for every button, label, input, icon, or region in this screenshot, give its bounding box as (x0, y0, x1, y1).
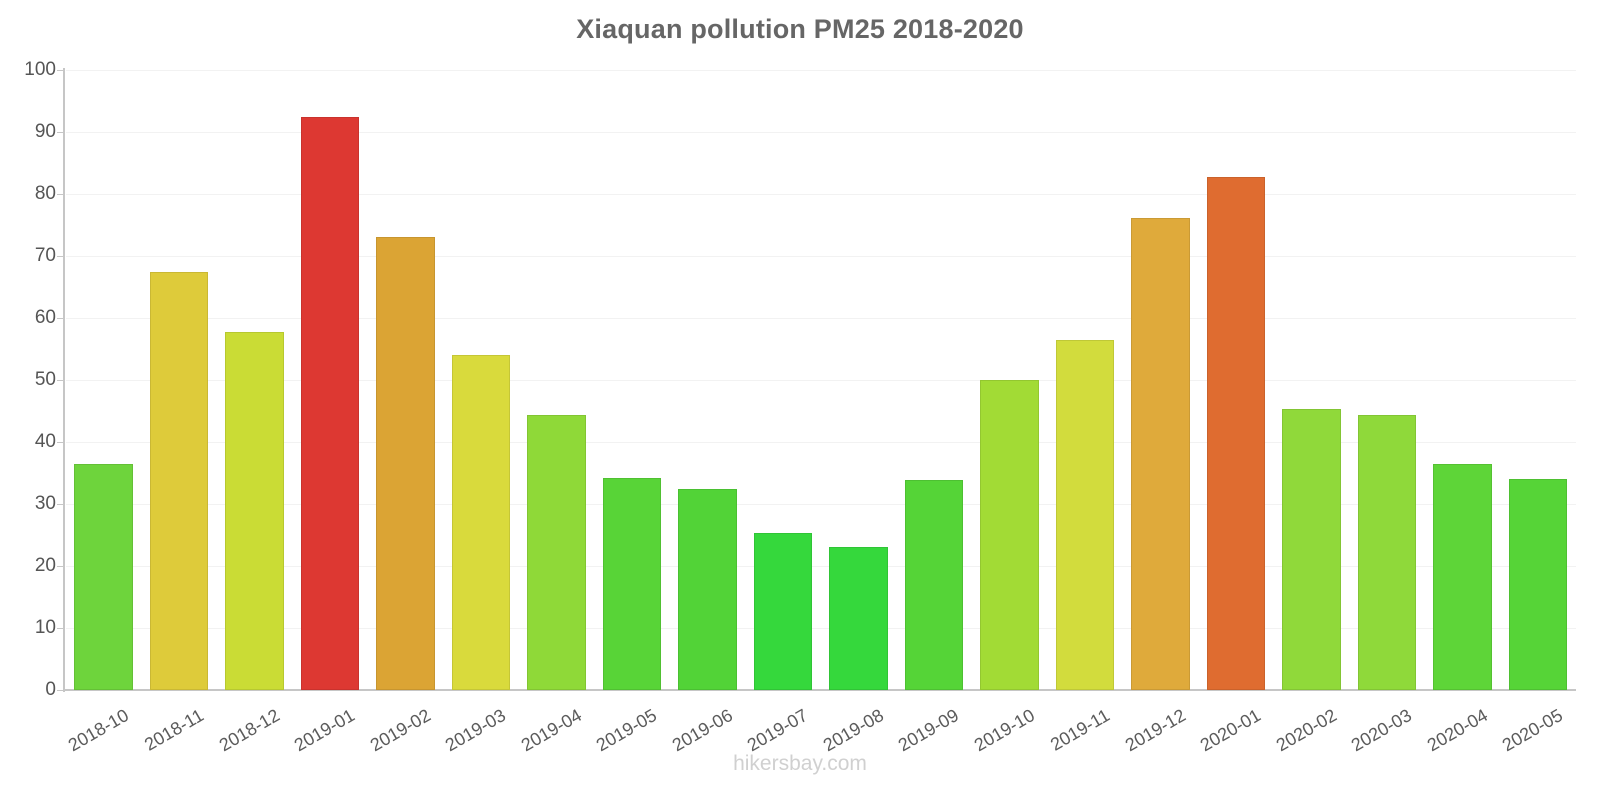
page-title: Xiaquan pollution PM25 2018-2020 (576, 14, 1024, 44)
bar[interactable] (602, 477, 662, 690)
bar[interactable] (1282, 408, 1341, 690)
bar[interactable] (753, 533, 813, 690)
gridline (66, 256, 1576, 257)
y-axis-tick-mark (57, 132, 65, 133)
gridline (66, 132, 1576, 133)
bar[interactable] (74, 464, 133, 690)
y-axis-tick-mark (57, 442, 65, 443)
y-axis-tick-mark (57, 70, 65, 71)
bar[interactable] (1433, 463, 1492, 690)
y-axis: 0 10 20 30 40 50 60 70 80 90 100 (0, 59, 65, 700)
bar[interactable] (149, 272, 209, 690)
bar[interactable] (1206, 176, 1266, 690)
bar[interactable] (376, 236, 435, 690)
gridline (66, 70, 1576, 71)
bar[interactable] (1055, 339, 1115, 690)
gridline (66, 628, 1576, 629)
y-axis-tick-label: 50 (34, 369, 56, 390)
y-axis-tick-mark (57, 256, 65, 257)
y-axis-tick-label: 60 (34, 307, 56, 328)
bar[interactable] (829, 546, 888, 690)
y-axis-tick-label: 30 (34, 493, 56, 514)
bar[interactable] (678, 488, 737, 690)
y-axis-tick-label: 20 (34, 555, 56, 576)
bar[interactable] (527, 415, 586, 690)
bar[interactable] (225, 331, 284, 690)
gridline (66, 318, 1576, 319)
y-axis-tick-mark (57, 566, 65, 567)
y-axis-tick-mark (57, 380, 65, 381)
watermark: hikersbay.com (733, 752, 867, 775)
bar[interactable] (451, 354, 511, 690)
gridline (66, 380, 1576, 381)
bar[interactable] (300, 116, 360, 690)
y-axis-tick-label: 40 (34, 431, 56, 452)
gridline (66, 566, 1576, 567)
bar[interactable] (1357, 414, 1417, 690)
plot-area (66, 70, 1576, 690)
bar[interactable] (1508, 479, 1568, 690)
bar[interactable] (904, 479, 964, 690)
y-axis-tick-mark (57, 628, 65, 629)
y-axis-tick-label: 80 (34, 183, 56, 204)
x-axis-line (63, 689, 1576, 691)
gridline (66, 194, 1576, 195)
y-axis-tick-mark (57, 194, 65, 195)
y-axis-tick-mark (57, 504, 65, 505)
y-axis-tick-mark (57, 690, 65, 691)
y-axis-line (63, 68, 65, 692)
bar[interactable] (980, 380, 1039, 690)
y-axis-tick-label: 90 (34, 121, 56, 142)
y-axis-tick-label: 70 (34, 245, 56, 266)
bar[interactable] (1131, 218, 1190, 690)
gridline (66, 442, 1576, 443)
y-axis-tick-mark (57, 318, 65, 319)
y-axis-tick-label: 10 (34, 617, 56, 638)
gridline (66, 504, 1576, 505)
y-axis-tick-label: 100 (24, 59, 56, 80)
y-axis-tick-label: 0 (45, 679, 56, 700)
